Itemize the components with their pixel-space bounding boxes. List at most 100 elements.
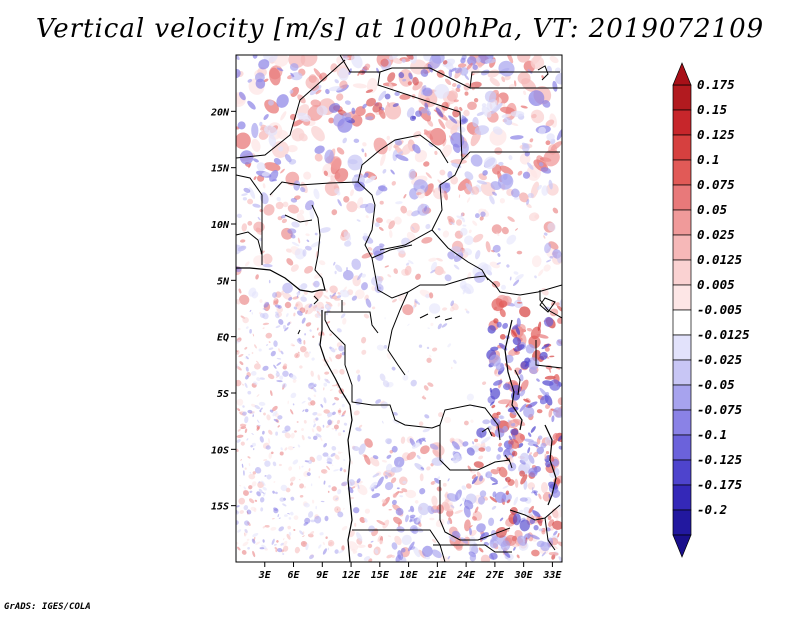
- velocity-cell: [338, 67, 349, 81]
- velocity-cell: [236, 213, 242, 219]
- velocity-cell: [293, 528, 296, 532]
- velocity-cell: [475, 250, 481, 260]
- velocity-cell: [474, 438, 479, 443]
- velocity-cell: [498, 300, 508, 308]
- velocity-cell: [517, 301, 523, 304]
- velocity-cell: [468, 229, 472, 234]
- velocity-cell: [492, 244, 501, 253]
- velocity-cell: [263, 78, 269, 83]
- velocity-cell: [282, 503, 287, 507]
- coastline: [297, 329, 301, 335]
- velocity-cell: [465, 483, 472, 489]
- velocity-cell: [408, 168, 416, 180]
- velocity-cell: [496, 411, 501, 416]
- velocity-cell: [542, 99, 551, 108]
- velocity-cell: [455, 219, 463, 226]
- velocity-cell: [286, 533, 291, 540]
- velocity-cell: [287, 400, 289, 405]
- velocity-cell: [247, 409, 253, 414]
- border-line: [284, 214, 313, 223]
- velocity-cell: [254, 499, 258, 502]
- velocity-cell: [552, 520, 562, 530]
- velocity-cell: [331, 486, 337, 492]
- velocity-cell: [322, 541, 325, 546]
- velocity-cell: [552, 207, 559, 214]
- velocity-cell: [245, 326, 249, 329]
- velocity-cell: [541, 530, 546, 535]
- velocity-cell: [440, 555, 451, 562]
- velocity-cell: [371, 306, 376, 310]
- velocity-cell: [272, 410, 278, 417]
- velocity-cell: [333, 469, 339, 472]
- velocity-cell: [320, 403, 324, 408]
- velocity-cell: [490, 468, 499, 475]
- velocity-cell: [269, 170, 279, 182]
- velocity-cell: [489, 431, 496, 437]
- velocity-cell: [284, 425, 291, 432]
- velocity-cell: [361, 148, 365, 153]
- lon-tick-label: 15E: [371, 570, 390, 581]
- velocity-cell: [329, 333, 332, 336]
- velocity-cell: [401, 237, 411, 247]
- velocity-cell: [392, 149, 398, 162]
- velocity-cell: [477, 496, 486, 505]
- velocity-cell: [527, 162, 534, 170]
- velocity-cell: [392, 493, 397, 498]
- velocity-cell: [382, 519, 390, 529]
- velocity-cell: [356, 369, 360, 374]
- velocity-cell: [490, 387, 501, 400]
- velocity-cell: [548, 368, 552, 373]
- lon-tick-label: 21E: [427, 570, 447, 581]
- velocity-cell: [404, 265, 412, 276]
- velocity-cell: [357, 374, 361, 382]
- velocity-cell: [237, 121, 246, 130]
- velocity-cell: [466, 447, 475, 456]
- velocity-cell: [538, 435, 543, 440]
- velocity-cell: [489, 354, 501, 367]
- velocity-cell: [398, 72, 405, 79]
- velocity-cell: [481, 103, 487, 108]
- velocity-cell: [508, 407, 514, 410]
- velocity-cell: [291, 221, 300, 228]
- velocity-cell: [236, 505, 240, 508]
- colorbar-swatch: [672, 234, 692, 261]
- velocity-cell: [334, 297, 341, 301]
- velocity-cell: [294, 546, 300, 554]
- velocity-cell: [280, 168, 285, 174]
- velocity-cell: [536, 409, 543, 414]
- velocity-cell: [300, 296, 307, 302]
- velocity-cell: [558, 445, 562, 450]
- velocity-cell: [400, 547, 406, 553]
- colorbar-swatch: [672, 159, 692, 186]
- velocity-cell: [258, 488, 263, 494]
- velocity-cell: [502, 173, 508, 180]
- velocity-cell: [487, 69, 500, 78]
- velocity-cell: [411, 226, 415, 231]
- velocity-cell: [484, 58, 496, 64]
- velocity-cell: [403, 193, 407, 199]
- coastline: [319, 310, 353, 562]
- velocity-cell: [338, 549, 344, 554]
- velocity-cell: [387, 101, 391, 108]
- velocity-cell: [437, 228, 441, 231]
- velocity-cell: [395, 507, 404, 516]
- velocity-cell: [335, 497, 339, 501]
- velocity-cell: [557, 435, 562, 442]
- velocity-cell: [450, 124, 459, 135]
- velocity-cell: [471, 474, 477, 479]
- colorbar-label: 0.125: [697, 127, 735, 142]
- velocity-cell: [252, 550, 256, 558]
- velocity-cell: [428, 303, 441, 314]
- velocity-cell: [511, 329, 517, 337]
- velocity-cell: [275, 548, 278, 553]
- velocity-cell: [397, 293, 407, 302]
- velocity-cell: [290, 86, 300, 97]
- velocity-cell: [391, 445, 398, 453]
- velocity-cell: [316, 327, 319, 331]
- velocity-cell: [325, 470, 327, 474]
- velocity-cell: [262, 327, 265, 330]
- velocity-cell: [238, 497, 246, 505]
- velocity-cell: [507, 443, 513, 450]
- velocity-cell: [443, 416, 452, 424]
- velocity-cell: [472, 116, 479, 128]
